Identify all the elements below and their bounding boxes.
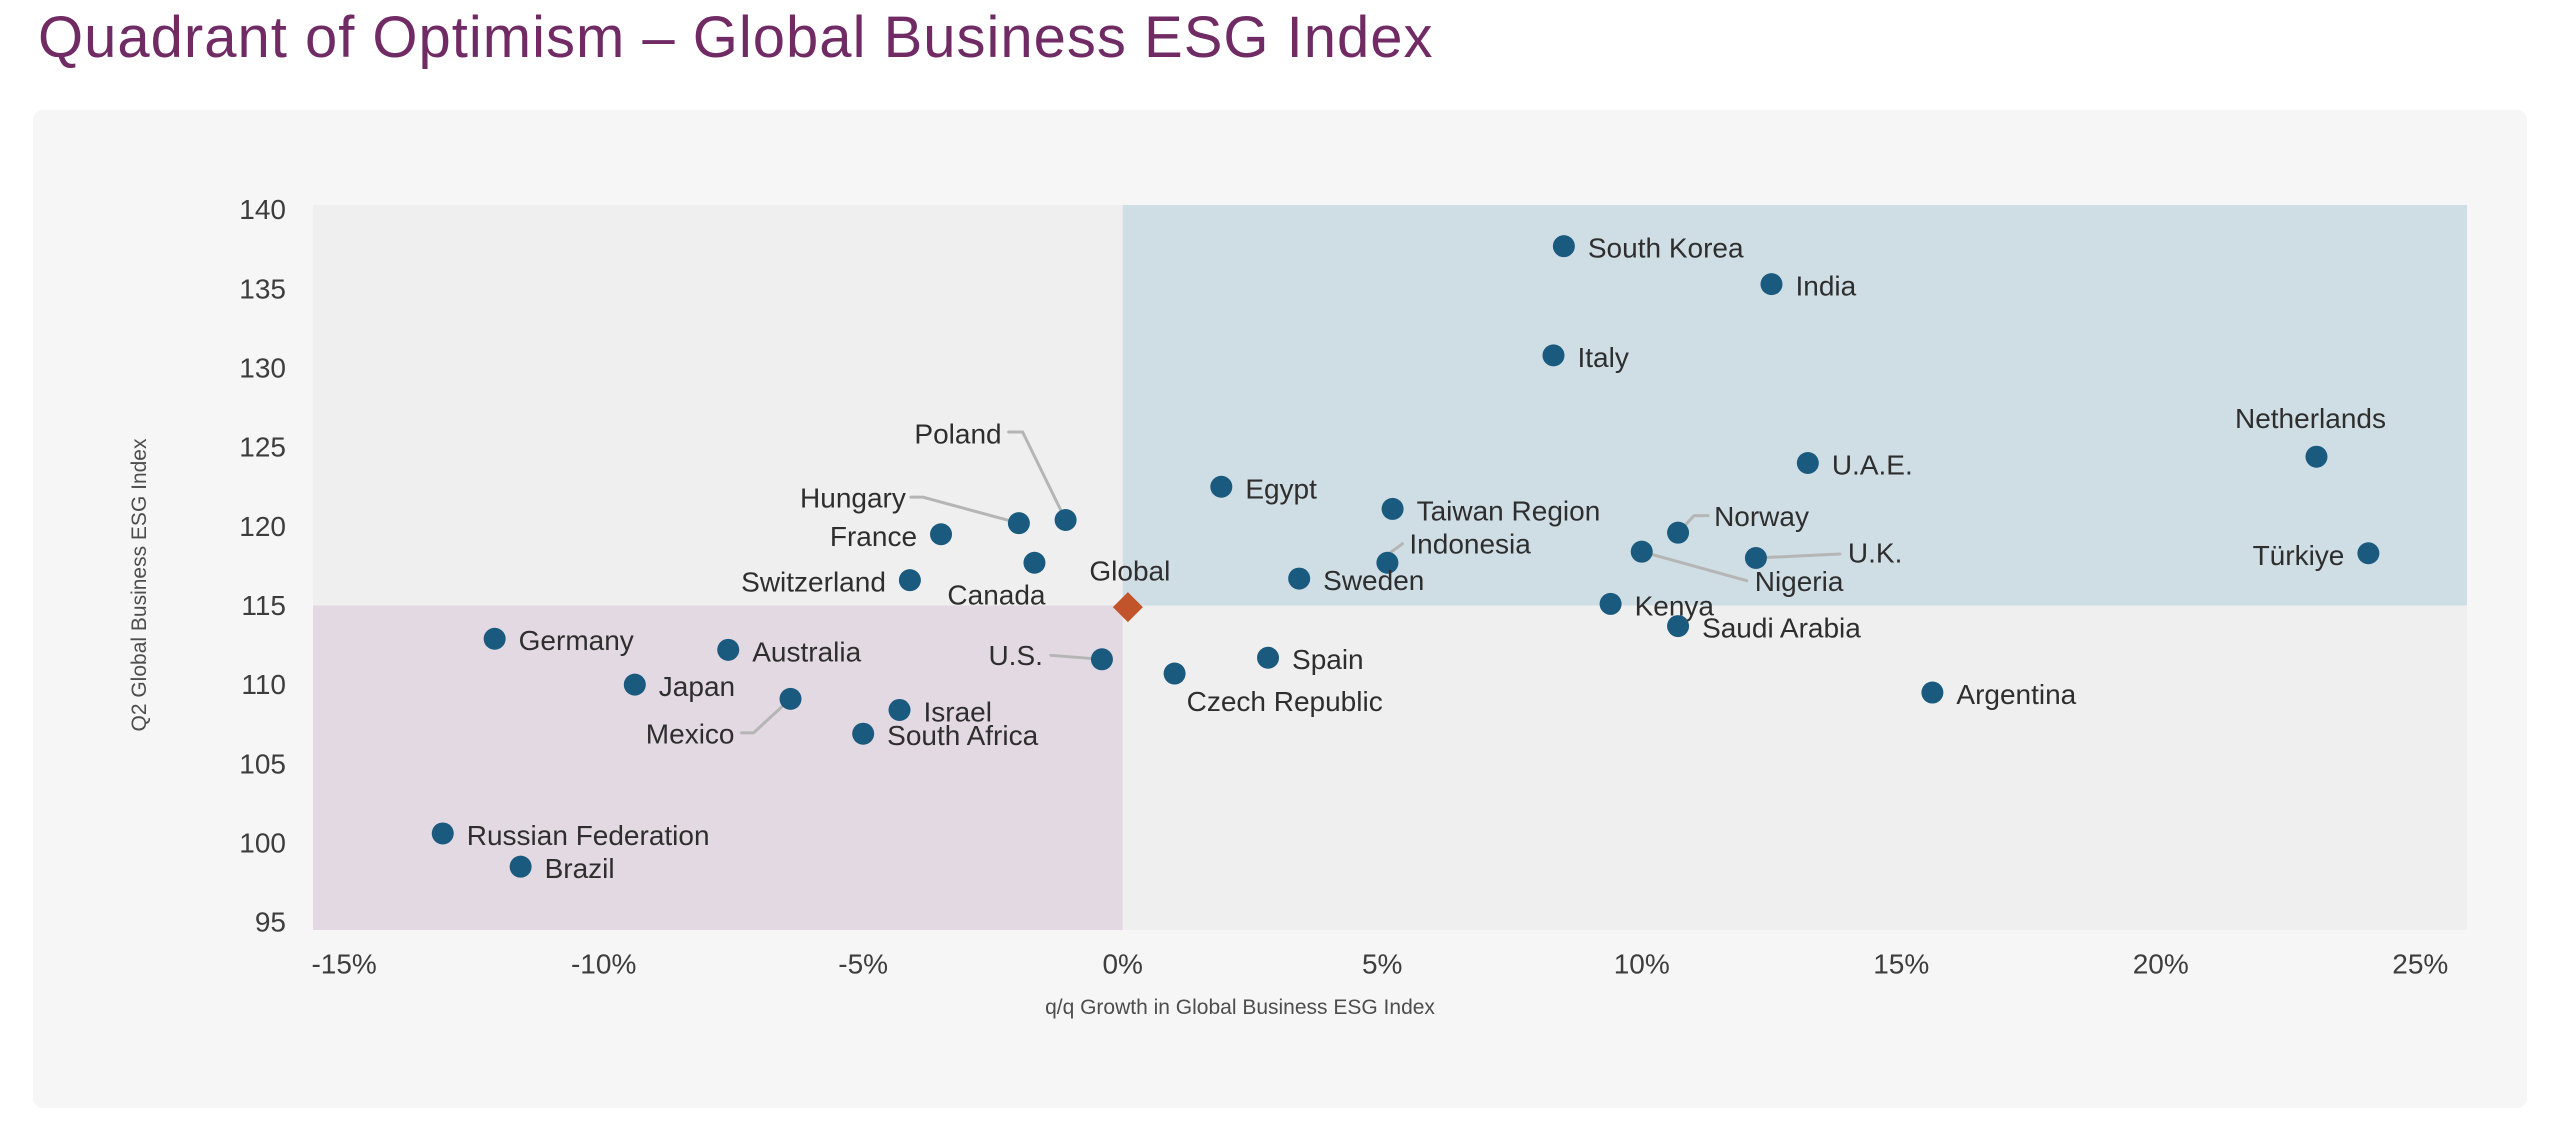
y-tick-140: 140 — [239, 194, 286, 225]
y-tick-110: 110 — [241, 669, 286, 700]
y-tick-125: 125 — [239, 432, 286, 463]
data-point-saudi-arabia — [1667, 615, 1690, 638]
data-point-israel — [888, 698, 911, 721]
callout-line-hungary — [909, 495, 1021, 525]
data-point-norway — [1667, 521, 1690, 544]
data-label-saudi-arabia: Saudi Arabia — [1702, 613, 1861, 644]
data-point-south-korea — [1552, 235, 1575, 258]
x-tick-5: -5% — [838, 949, 888, 980]
y-tick-100: 100 — [239, 827, 286, 858]
data-point-netherlands — [2305, 445, 2328, 468]
x-tick-0: 0% — [1102, 949, 1142, 980]
data-label-mexico: Mexico — [646, 718, 735, 749]
data-point-czech-republic — [1163, 662, 1186, 685]
optimism-quadrant — [1122, 205, 2467, 606]
data-label-czech-republic: Czech Republic — [1187, 686, 1383, 717]
y-tick-135: 135 — [239, 273, 286, 304]
data-label-argentina: Argentina — [1956, 679, 2076, 710]
data-point-argentina — [1921, 681, 1944, 704]
data-point-u-a-e — [1796, 452, 1819, 475]
x-tick-10: 10% — [1614, 949, 1670, 980]
page-title: Quadrant of Optimism – Global Business E… — [38, 5, 1434, 70]
y-tick-130: 130 — [239, 353, 286, 384]
callout-line-nigeria — [1640, 550, 1749, 583]
data-label-netherlands: Netherlands — [2235, 403, 2386, 434]
data-point-hungary — [1007, 512, 1030, 535]
data-point-egypt — [1210, 475, 1233, 498]
data-point-france — [930, 523, 953, 546]
data-point-u-s — [1090, 648, 1113, 671]
data-label-australia: Australia — [752, 636, 861, 667]
y-tick-105: 105 — [239, 748, 286, 779]
data-point-australia — [717, 638, 740, 661]
global-marker-diamond — [1112, 592, 1143, 623]
data-label-sweden: Sweden — [1323, 565, 1424, 596]
data-label-switzerland: Switzerland — [741, 567, 886, 598]
data-label-spain: Spain — [1292, 644, 1364, 675]
data-point-spain — [1257, 646, 1280, 669]
data-label-poland: Poland — [914, 419, 1001, 450]
y-axis-title: Q2 Global Business ESG Index — [128, 438, 151, 732]
data-label-israel: Israel — [924, 696, 992, 727]
data-point-canada — [1023, 551, 1046, 574]
callout-line-u-k — [1754, 552, 1842, 560]
x-tick-15: -15% — [311, 949, 376, 980]
data-point-kenya — [1599, 592, 1622, 615]
data-point-sweden — [1288, 567, 1311, 590]
data-label-italy: Italy — [1577, 342, 1628, 373]
data-label-canada: Canada — [947, 579, 1046, 610]
x-tick-25: 25% — [2392, 949, 2448, 980]
data-label-norway: Norway — [1714, 501, 1809, 532]
data-point-japan — [623, 673, 646, 696]
data-point-u-k — [1744, 547, 1767, 570]
data-point-indonesia — [1376, 551, 1399, 574]
data-point-italy — [1542, 344, 1565, 367]
data-point-taiwan-region — [1381, 497, 1404, 520]
data-point-t-rkiye — [2357, 542, 2380, 565]
data-point-poland — [1054, 509, 1077, 532]
x-tick-10: -10% — [571, 949, 636, 980]
y-tick-115: 115 — [241, 590, 286, 621]
data-label-u-k: U.K. — [1848, 538, 1902, 569]
data-label-hungary: Hungary — [800, 483, 906, 514]
x-axis-title: q/q Growth in Global Business ESG Index — [1045, 996, 1435, 1019]
callout-line-poland — [1007, 430, 1068, 522]
data-label-germany: Germany — [519, 625, 634, 656]
data-point-switzerland — [898, 569, 921, 592]
data-point-india — [1760, 273, 1783, 296]
data-point-south-africa — [852, 722, 875, 745]
data-point-nigeria — [1630, 540, 1653, 563]
data-point-germany — [483, 627, 506, 650]
data-label-nigeria: Nigeria — [1755, 566, 1844, 597]
data-label-south-africa: South Africa — [887, 720, 1038, 751]
data-point-russian-federation — [431, 822, 454, 845]
data-label-india: India — [1795, 271, 1856, 302]
y-tick-120: 120 — [239, 511, 286, 542]
data-label-russian-federation: Russian Federation — [467, 820, 710, 851]
x-tick-5: 5% — [1362, 949, 1402, 980]
data-label-south-korea: South Korea — [1588, 233, 1744, 264]
x-tick-15: 15% — [1873, 949, 1929, 980]
data-point-brazil — [509, 855, 532, 878]
data-label-indonesia: Indonesia — [1409, 528, 1531, 559]
data-label-taiwan-region: Taiwan Region — [1417, 495, 1601, 526]
x-tick-20: 20% — [2133, 949, 2189, 980]
data-point-mexico — [779, 687, 802, 710]
data-label-u-a-e: U.A.E. — [1832, 450, 1913, 481]
data-label-japan: Japan — [659, 671, 735, 702]
data-label-egypt: Egypt — [1245, 473, 1317, 504]
callout-line-mexico — [740, 697, 793, 735]
global-marker-label: Global — [1089, 556, 1170, 587]
data-label-u-s: U.S. — [988, 640, 1042, 671]
data-label-brazil: Brazil — [545, 853, 615, 884]
pessimism-quadrant — [313, 605, 1123, 930]
y-tick-95: 95 — [255, 907, 286, 938]
data-label-france: France — [830, 521, 917, 552]
data-label-t-rkiye: Türkiye — [2253, 540, 2345, 571]
